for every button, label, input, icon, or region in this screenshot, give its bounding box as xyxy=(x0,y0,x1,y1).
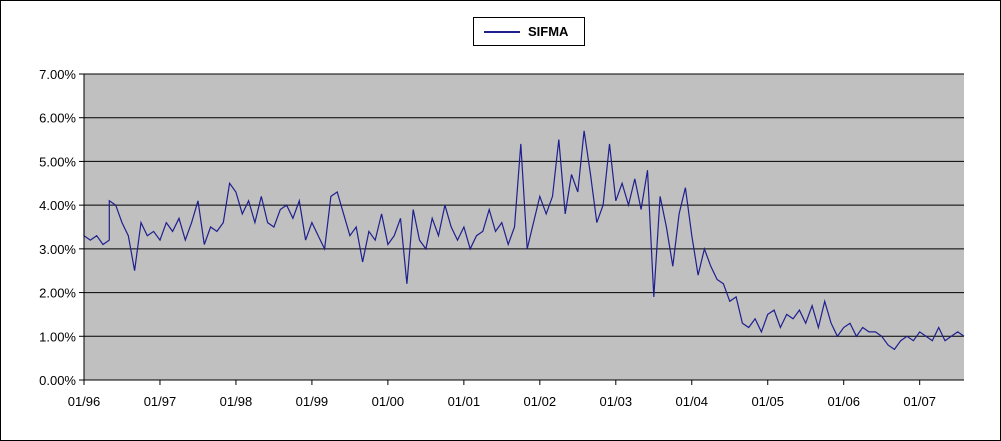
x-tick-label: 01/02 xyxy=(524,394,557,409)
x-axis-ticks: 01/96 01/97 01/98 01/99 01/00 01/01 01/02 01/03… xyxy=(68,380,936,409)
plot-area xyxy=(84,74,964,380)
x-tick-label: 01/96 xyxy=(68,394,101,409)
x-tick-label: 01/03 xyxy=(600,394,633,409)
y-tick-label: 3.00% xyxy=(39,242,76,257)
x-tick-label: 01/98 xyxy=(220,394,253,409)
x-tick-label: 01/97 xyxy=(144,394,177,409)
x-tick-label: 01/99 xyxy=(296,394,329,409)
y-tick-label: 0.00% xyxy=(39,373,76,388)
legend-swatch-sifma xyxy=(484,31,520,33)
legend-label-sifma: SIFMA xyxy=(528,24,569,39)
x-tick-label: 01/04 xyxy=(675,394,708,409)
x-tick-label: 01/06 xyxy=(827,394,860,409)
x-tick-label: 01/07 xyxy=(903,394,936,409)
y-tick-label: 7.00% xyxy=(39,67,76,82)
y-tick-label: 6.00% xyxy=(39,111,76,126)
y-tick-label: 4.00% xyxy=(39,198,76,213)
y-tick-label: 1.00% xyxy=(39,329,76,344)
y-tick-label: 5.00% xyxy=(39,154,76,169)
x-tick-label: 01/01 xyxy=(448,394,481,409)
y-axis-ticks: 0.00% 1.00% 2.00% 3.00% 4.00% 5.00% 6.00% 7.00% xyxy=(39,67,84,388)
y-tick-label: 2.00% xyxy=(39,286,76,301)
x-tick-label: 01/00 xyxy=(372,394,405,409)
x-tick-label: 01/05 xyxy=(751,394,784,409)
gridlines xyxy=(84,73,964,337)
series-line-sifma xyxy=(83,130,965,351)
legend: SIFMA xyxy=(473,17,585,46)
